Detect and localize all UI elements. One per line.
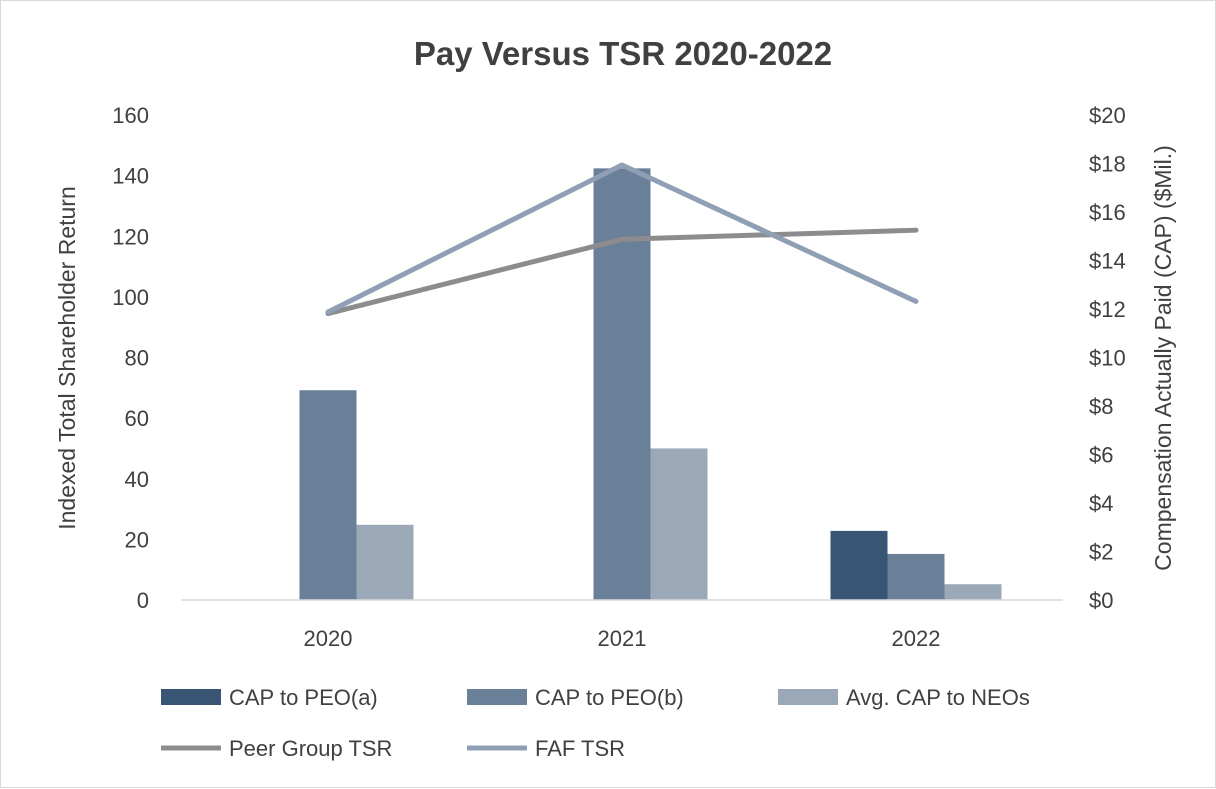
right-tick-label: $6 <box>1089 443 1113 468</box>
right-tick-label: $4 <box>1089 491 1113 516</box>
line-marks <box>325 162 919 317</box>
series-line <box>325 227 919 317</box>
right-tick-label: $0 <box>1089 588 1113 613</box>
bar <box>887 553 945 600</box>
legend-label: CAP to PEO(b) <box>535 685 684 710</box>
right-tick-label: $14 <box>1089 249 1126 274</box>
chart-title: Pay Versus TSR 2020-2022 <box>414 35 832 72</box>
bar <box>650 448 708 600</box>
left-axis-title: Indexed Total Shareholder Return <box>54 186 80 530</box>
left-tick-label: 160 <box>112 103 149 128</box>
bar <box>299 390 357 600</box>
right-axis-ticks: $0 $2 $4 $6 $8 $10 $12 $14 $16 $18 $20 <box>1089 103 1126 613</box>
left-tick-label: 40 <box>125 467 149 492</box>
right-tick-label: $10 <box>1089 346 1126 371</box>
x-tick-label: 2020 <box>304 626 353 651</box>
bar <box>830 530 888 600</box>
left-tick-label: 80 <box>125 346 149 371</box>
right-tick-label: $16 <box>1089 200 1126 225</box>
left-tick-label: 100 <box>112 285 149 310</box>
legend-swatch <box>161 689 221 705</box>
right-tick-label: $2 <box>1089 540 1113 565</box>
x-tick-label: 2021 <box>598 626 647 651</box>
x-tick-label: 2022 <box>892 626 941 651</box>
right-tick-label: $12 <box>1089 297 1126 322</box>
legend-label: Peer Group TSR <box>229 736 392 761</box>
right-tick-label: $20 <box>1089 103 1126 128</box>
right-tick-label: $18 <box>1089 152 1126 177</box>
bar <box>944 584 1002 600</box>
bar <box>356 524 414 600</box>
left-tick-label: 120 <box>112 224 149 249</box>
legend-label: FAF TSR <box>535 736 625 761</box>
legend: CAP to PEO(a) CAP to PEO(b) Avg. CAP to NE… <box>161 685 1030 761</box>
legend-label: CAP to PEO(a) <box>229 685 378 710</box>
legend-swatch <box>467 689 527 705</box>
bar-marks <box>299 168 1002 600</box>
left-tick-label: 140 <box>112 164 149 189</box>
left-axis-ticks: 0 20 40 60 80 100 120 140 160 <box>112 103 149 613</box>
legend-swatch <box>778 689 838 705</box>
series-line <box>325 162 919 315</box>
right-axis-title: Compensation Actually Paid (CAP) ($Mil.) <box>1150 145 1176 571</box>
left-tick-label: 0 <box>137 588 149 613</box>
right-tick-label: $8 <box>1089 394 1113 419</box>
bar <box>593 168 651 600</box>
left-tick-label: 60 <box>125 406 149 431</box>
left-tick-label: 20 <box>125 527 149 552</box>
x-axis-ticks: 2020 2021 2022 <box>304 626 941 651</box>
legend-label: Avg. CAP to NEOs <box>846 685 1030 710</box>
